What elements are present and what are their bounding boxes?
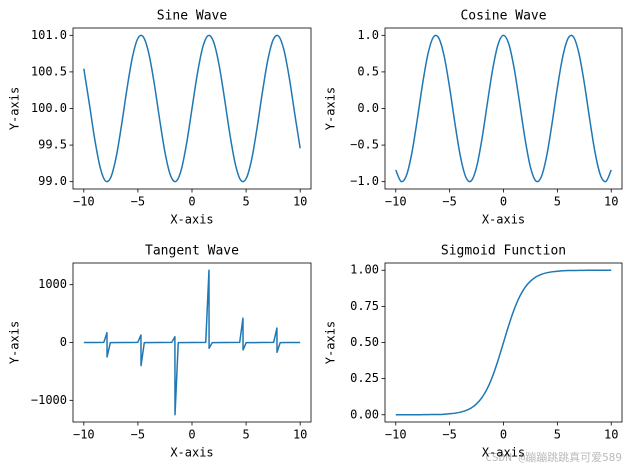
data-line <box>83 269 301 416</box>
y-tick-label: −1.0 <box>350 174 379 188</box>
x-tick-label: 10 <box>293 195 307 209</box>
axes-frame <box>384 27 623 190</box>
x-tick-label: 0 <box>500 195 507 209</box>
x-tick-label: −10 <box>73 195 95 209</box>
x-axis-label: X-axis <box>170 446 213 460</box>
axes-frame <box>384 262 623 423</box>
y-tick-label: −1000 <box>31 393 67 407</box>
data-line <box>83 34 301 183</box>
x-tick-label: −5 <box>131 195 145 209</box>
y-tick-label: 0.50 <box>350 335 379 349</box>
y-axis-label: Y-axis <box>8 87 22 130</box>
x-axis-label: X-axis <box>482 446 525 460</box>
x-tick-label: 0 <box>188 195 195 209</box>
x-axis-label: X-axis <box>482 213 525 227</box>
x-tick-label: 10 <box>293 428 307 442</box>
y-tick-label: 100.0 <box>31 101 67 115</box>
y-axis-label: Y-axis <box>324 87 338 130</box>
x-tick-label: −5 <box>131 428 145 442</box>
y-tick-label: 0.00 <box>350 407 379 421</box>
x-tick-label: 10 <box>604 428 618 442</box>
y-tick-label: 0.0 <box>357 101 379 115</box>
x-tick-label: 0 <box>188 428 195 442</box>
x-tick-label: 5 <box>242 428 249 442</box>
axes-frame <box>72 262 312 423</box>
x-axis-label: X-axis <box>170 213 213 227</box>
data-line <box>395 34 612 183</box>
x-tick-label: 5 <box>554 195 561 209</box>
x-tick-label: −10 <box>385 195 407 209</box>
y-tick-label: 1.00 <box>350 263 379 277</box>
chart-title: Sine Wave <box>157 9 228 24</box>
data-line <box>395 269 612 416</box>
y-tick-label: 100.5 <box>31 64 67 78</box>
x-tick-label: 5 <box>554 428 561 442</box>
y-tick-label: 0 <box>60 335 67 349</box>
y-tick-label: 1000 <box>38 277 67 291</box>
y-tick-label: 0.75 <box>350 299 379 313</box>
y-tick-label: 1.0 <box>357 28 379 42</box>
x-tick-label: 5 <box>242 195 249 209</box>
x-tick-label: −5 <box>442 195 456 209</box>
axes-frame <box>72 27 312 190</box>
x-tick-label: −10 <box>73 428 95 442</box>
y-tick-label: 99.0 <box>38 174 67 188</box>
y-axis-label: Y-axis <box>324 321 338 364</box>
chart-title: Cosine Wave <box>460 9 546 24</box>
y-axis-label: Y-axis <box>8 321 22 364</box>
y-tick-label: 99.5 <box>38 138 67 152</box>
chart-title: Tangent Wave <box>145 244 239 259</box>
chart-title: Sigmoid Function <box>441 244 566 259</box>
y-tick-label: 101.0 <box>31 28 67 42</box>
y-tick-label: −0.5 <box>350 138 379 152</box>
y-tick-label: 0.5 <box>357 64 379 78</box>
x-tick-label: 0 <box>500 428 507 442</box>
x-tick-label: 10 <box>604 195 618 209</box>
x-tick-label: −10 <box>385 428 407 442</box>
y-tick-label: 0.25 <box>350 371 379 385</box>
x-tick-label: −5 <box>442 428 456 442</box>
watermark: CSDN @蹦蹦跳跳真可爱589 <box>485 450 622 464</box>
